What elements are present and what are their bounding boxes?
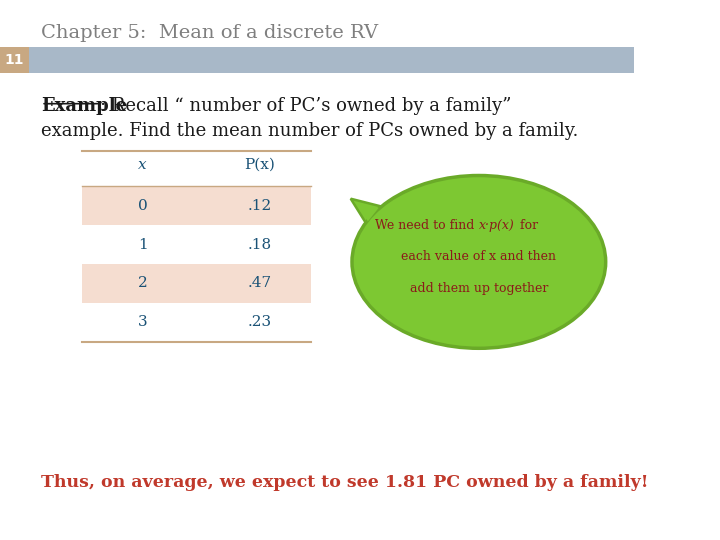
Text: .12: .12: [248, 199, 272, 213]
Text: Example: Example: [41, 97, 127, 115]
Text: add them up together: add them up together: [410, 282, 548, 295]
Text: Thus, on average, we expect to see 1.81 PC owned by a family!: Thus, on average, we expect to see 1.81 …: [41, 475, 649, 491]
Text: : Recall “ number of PC’s owned by a family”: : Recall “ number of PC’s owned by a fam…: [100, 97, 512, 115]
Text: x: x: [138, 158, 147, 172]
Text: .23: .23: [248, 315, 272, 329]
Text: each value of x and then: each value of x and then: [401, 250, 557, 263]
Text: P(x): P(x): [245, 158, 276, 172]
Text: for: for: [516, 219, 538, 232]
FancyBboxPatch shape: [83, 186, 311, 225]
Text: 3: 3: [138, 315, 148, 329]
Text: 2: 2: [138, 276, 148, 291]
Ellipse shape: [352, 176, 606, 348]
Text: x·p(x): x·p(x): [479, 219, 515, 232]
Text: Chapter 5:  Mean of a discrete RV: Chapter 5: Mean of a discrete RV: [41, 24, 378, 42]
FancyBboxPatch shape: [0, 47, 634, 73]
FancyBboxPatch shape: [83, 264, 311, 303]
Text: We need to find: We need to find: [375, 219, 479, 232]
Polygon shape: [356, 202, 379, 221]
FancyBboxPatch shape: [0, 47, 29, 73]
Text: 0: 0: [138, 199, 148, 213]
Text: example. Find the mean number of PCs owned by a family.: example. Find the mean number of PCs own…: [41, 122, 579, 139]
Text: 11: 11: [4, 53, 24, 67]
Text: 1: 1: [138, 238, 148, 252]
Polygon shape: [351, 199, 381, 224]
Text: .18: .18: [248, 238, 272, 252]
Text: .47: .47: [248, 276, 272, 291]
